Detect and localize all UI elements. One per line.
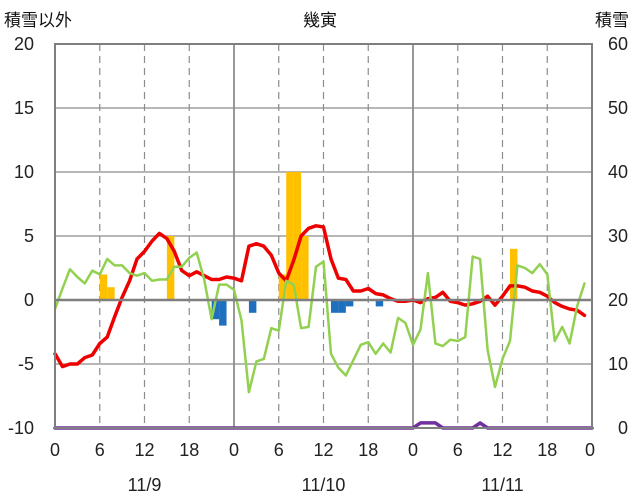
x-tick-label: 0: [50, 440, 60, 460]
axes: [54, 43, 593, 429]
precipitation-bar: [278, 274, 287, 300]
left-tick-label: 5: [24, 226, 34, 246]
x-tick-label: 0: [408, 440, 418, 460]
x-tick-label: 6: [274, 440, 284, 460]
x-tick-label: 18: [358, 440, 378, 460]
precipitation-bar: [509, 248, 518, 300]
x-tick-label: 12: [134, 440, 154, 460]
left-tick-label: -5: [18, 354, 34, 374]
negative-bar: [330, 300, 339, 313]
right-tick-label: 0: [618, 418, 628, 438]
x-tick-label: 12: [313, 440, 333, 460]
x-tick-label: 0: [585, 440, 595, 460]
x-tick-label: 6: [95, 440, 105, 460]
x-tick-label: 18: [179, 440, 199, 460]
date-label: 11/10: [302, 475, 346, 495]
right-tick-label: 50: [608, 98, 628, 118]
right-tick-label: 60: [608, 34, 628, 54]
plot-frame: [54, 43, 593, 429]
temperature-line: [53, 224, 587, 369]
x-tick-label: 12: [492, 440, 512, 460]
negative-bar: [338, 300, 346, 313]
left-tick-label: 0: [24, 290, 34, 310]
left-tick-label: 20: [14, 34, 34, 54]
x-tick-label: 0: [229, 440, 239, 460]
negative-bar: [375, 300, 384, 307]
right-tick-label: 40: [608, 162, 628, 182]
precipitation-bar: [286, 172, 294, 300]
precipitation-bar: [166, 236, 175, 300]
x-tick-label: 6: [453, 440, 463, 460]
date-label: 11/9: [128, 475, 162, 495]
precipitation-bar: [293, 172, 302, 300]
x-tick-label: 18: [537, 440, 557, 460]
negative-bar: [248, 300, 257, 313]
negative-bar: [219, 300, 227, 326]
right-tick-label: 20: [608, 290, 628, 310]
precipitation-bar: [99, 274, 108, 300]
snow_depth-line: [53, 251, 586, 394]
precipitation-bar: [107, 287, 115, 300]
right-tick-label: 30: [608, 226, 628, 246]
station-name: 幾寅: [303, 11, 337, 30]
left-tick-label: 10: [14, 162, 34, 182]
left-tick-label: -10: [8, 418, 34, 438]
right-tick-label: 10: [608, 354, 628, 374]
left-axis-header: 積雪以外: [4, 11, 72, 30]
date-label: 11/11: [481, 475, 523, 495]
grid: [55, 43, 592, 429]
right-axis-header: 積雪: [595, 11, 629, 30]
precipitation-bar: [301, 236, 309, 300]
negative-bar: [211, 300, 220, 320]
bars: [99, 172, 518, 326]
negative-bar: [345, 300, 354, 307]
left-tick-label: 15: [14, 98, 34, 118]
